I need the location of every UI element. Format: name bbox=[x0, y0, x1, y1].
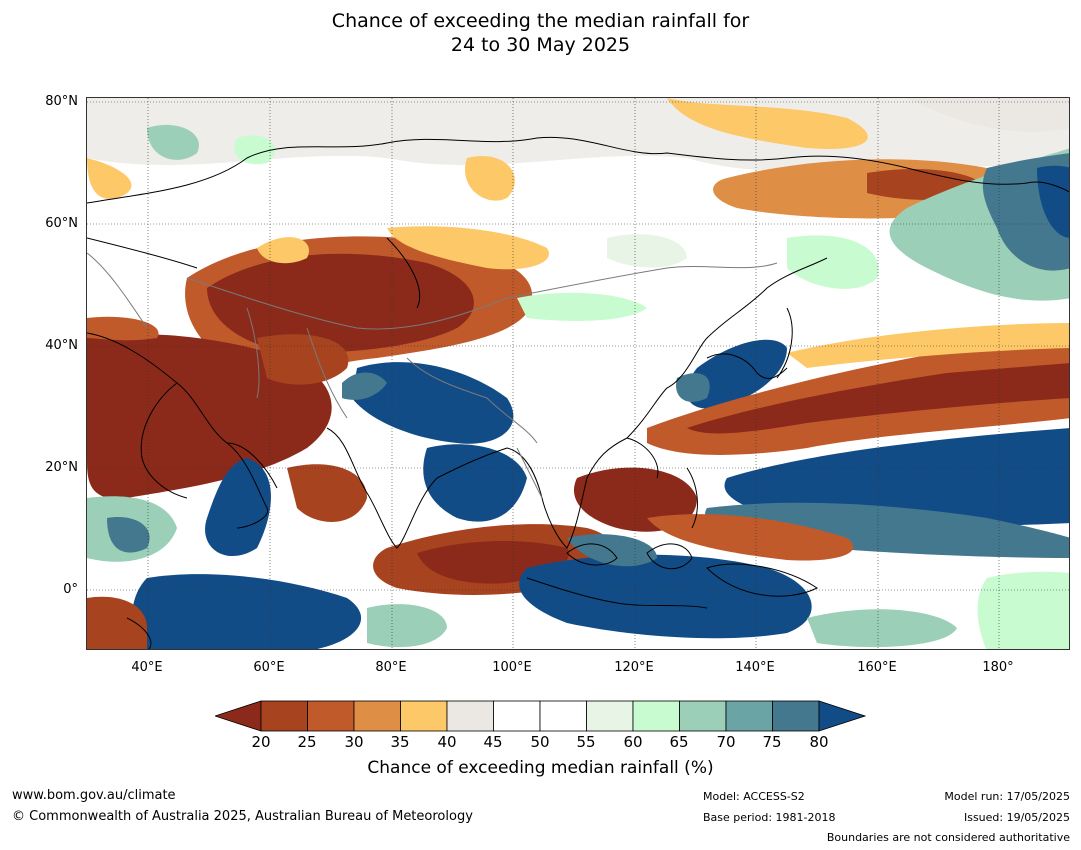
colorbar-tick: 50 bbox=[530, 733, 550, 751]
colorbar-extend-low bbox=[215, 700, 262, 732]
chart-title-line2: 24 to 30 May 2025 bbox=[450, 34, 631, 56]
lon-label-60e: 60°E bbox=[253, 660, 285, 675]
boundaries-disclaimer: Boundaries are not considered authoritat… bbox=[826, 831, 1070, 844]
colorbar-cell bbox=[307, 700, 355, 732]
chart-title-line1: Chance of exceeding the median rainfall … bbox=[331, 10, 750, 32]
lat-label-40n: 40°N bbox=[45, 338, 78, 353]
colorbar-tick: 65 bbox=[669, 733, 689, 751]
rainfall-probability-map bbox=[86, 97, 1070, 650]
model-run-date: Model run: 17/05/2025 bbox=[944, 790, 1070, 803]
colorbar-tick: 55 bbox=[576, 733, 596, 751]
lon-label-100e: 100°E bbox=[492, 660, 532, 675]
colorbar-tick: 25 bbox=[297, 733, 317, 751]
issued-date: Issued: 19/05/2025 bbox=[963, 811, 1070, 824]
colorbar-title: Chance of exceeding median rainfall (%) bbox=[367, 758, 714, 778]
colorbar-tick: 80 bbox=[809, 733, 829, 751]
colorbar-cell bbox=[586, 700, 634, 732]
colorbar-extend-high bbox=[818, 700, 866, 732]
colorbar-tick: 30 bbox=[344, 733, 364, 751]
colorbar-cell bbox=[539, 700, 587, 732]
colorbar-cell bbox=[446, 700, 494, 732]
colorbar-tick: 20 bbox=[251, 733, 271, 751]
colorbar-tick: 70 bbox=[716, 733, 736, 751]
lon-label-40e: 40°E bbox=[131, 660, 163, 675]
colorbar bbox=[215, 700, 866, 732]
lon-label-80e: 80°E bbox=[375, 660, 407, 675]
colorbar-cell bbox=[400, 700, 448, 732]
colorbar-cell bbox=[493, 700, 541, 732]
colorbar-tick: 60 bbox=[623, 733, 643, 751]
lon-label-180: 180° bbox=[982, 660, 1014, 675]
website-link[interactable]: www.bom.gov.au/climate bbox=[12, 788, 176, 803]
colorbar-cell bbox=[353, 700, 401, 732]
colorbar-tick: 45 bbox=[483, 733, 503, 751]
colorbar-cell bbox=[632, 700, 680, 732]
colorbar-cell bbox=[725, 700, 773, 732]
base-period: Base period: 1981-2018 bbox=[703, 811, 836, 824]
lat-label-0: 0° bbox=[63, 582, 78, 597]
lat-label-60n: 60°N bbox=[45, 216, 78, 231]
colorbar-tick: 75 bbox=[762, 733, 782, 751]
colorbar-cell bbox=[772, 700, 820, 732]
lon-label-120e: 120°E bbox=[614, 660, 654, 675]
colorbar-cell bbox=[679, 700, 727, 732]
copyright-text: © Commonwealth of Australia 2025, Austra… bbox=[12, 809, 473, 824]
lon-label-140e: 140°E bbox=[735, 660, 775, 675]
colorbar-tick: 40 bbox=[437, 733, 457, 751]
colorbar-tick: 35 bbox=[390, 733, 410, 751]
lat-label-80n: 80°N bbox=[45, 94, 78, 109]
lon-label-160e: 160°E bbox=[857, 660, 897, 675]
lat-label-20n: 20°N bbox=[45, 460, 78, 475]
colorbar-cell bbox=[260, 700, 308, 732]
model-name: Model: ACCESS-S2 bbox=[703, 790, 805, 803]
map-svg bbox=[87, 98, 1069, 649]
